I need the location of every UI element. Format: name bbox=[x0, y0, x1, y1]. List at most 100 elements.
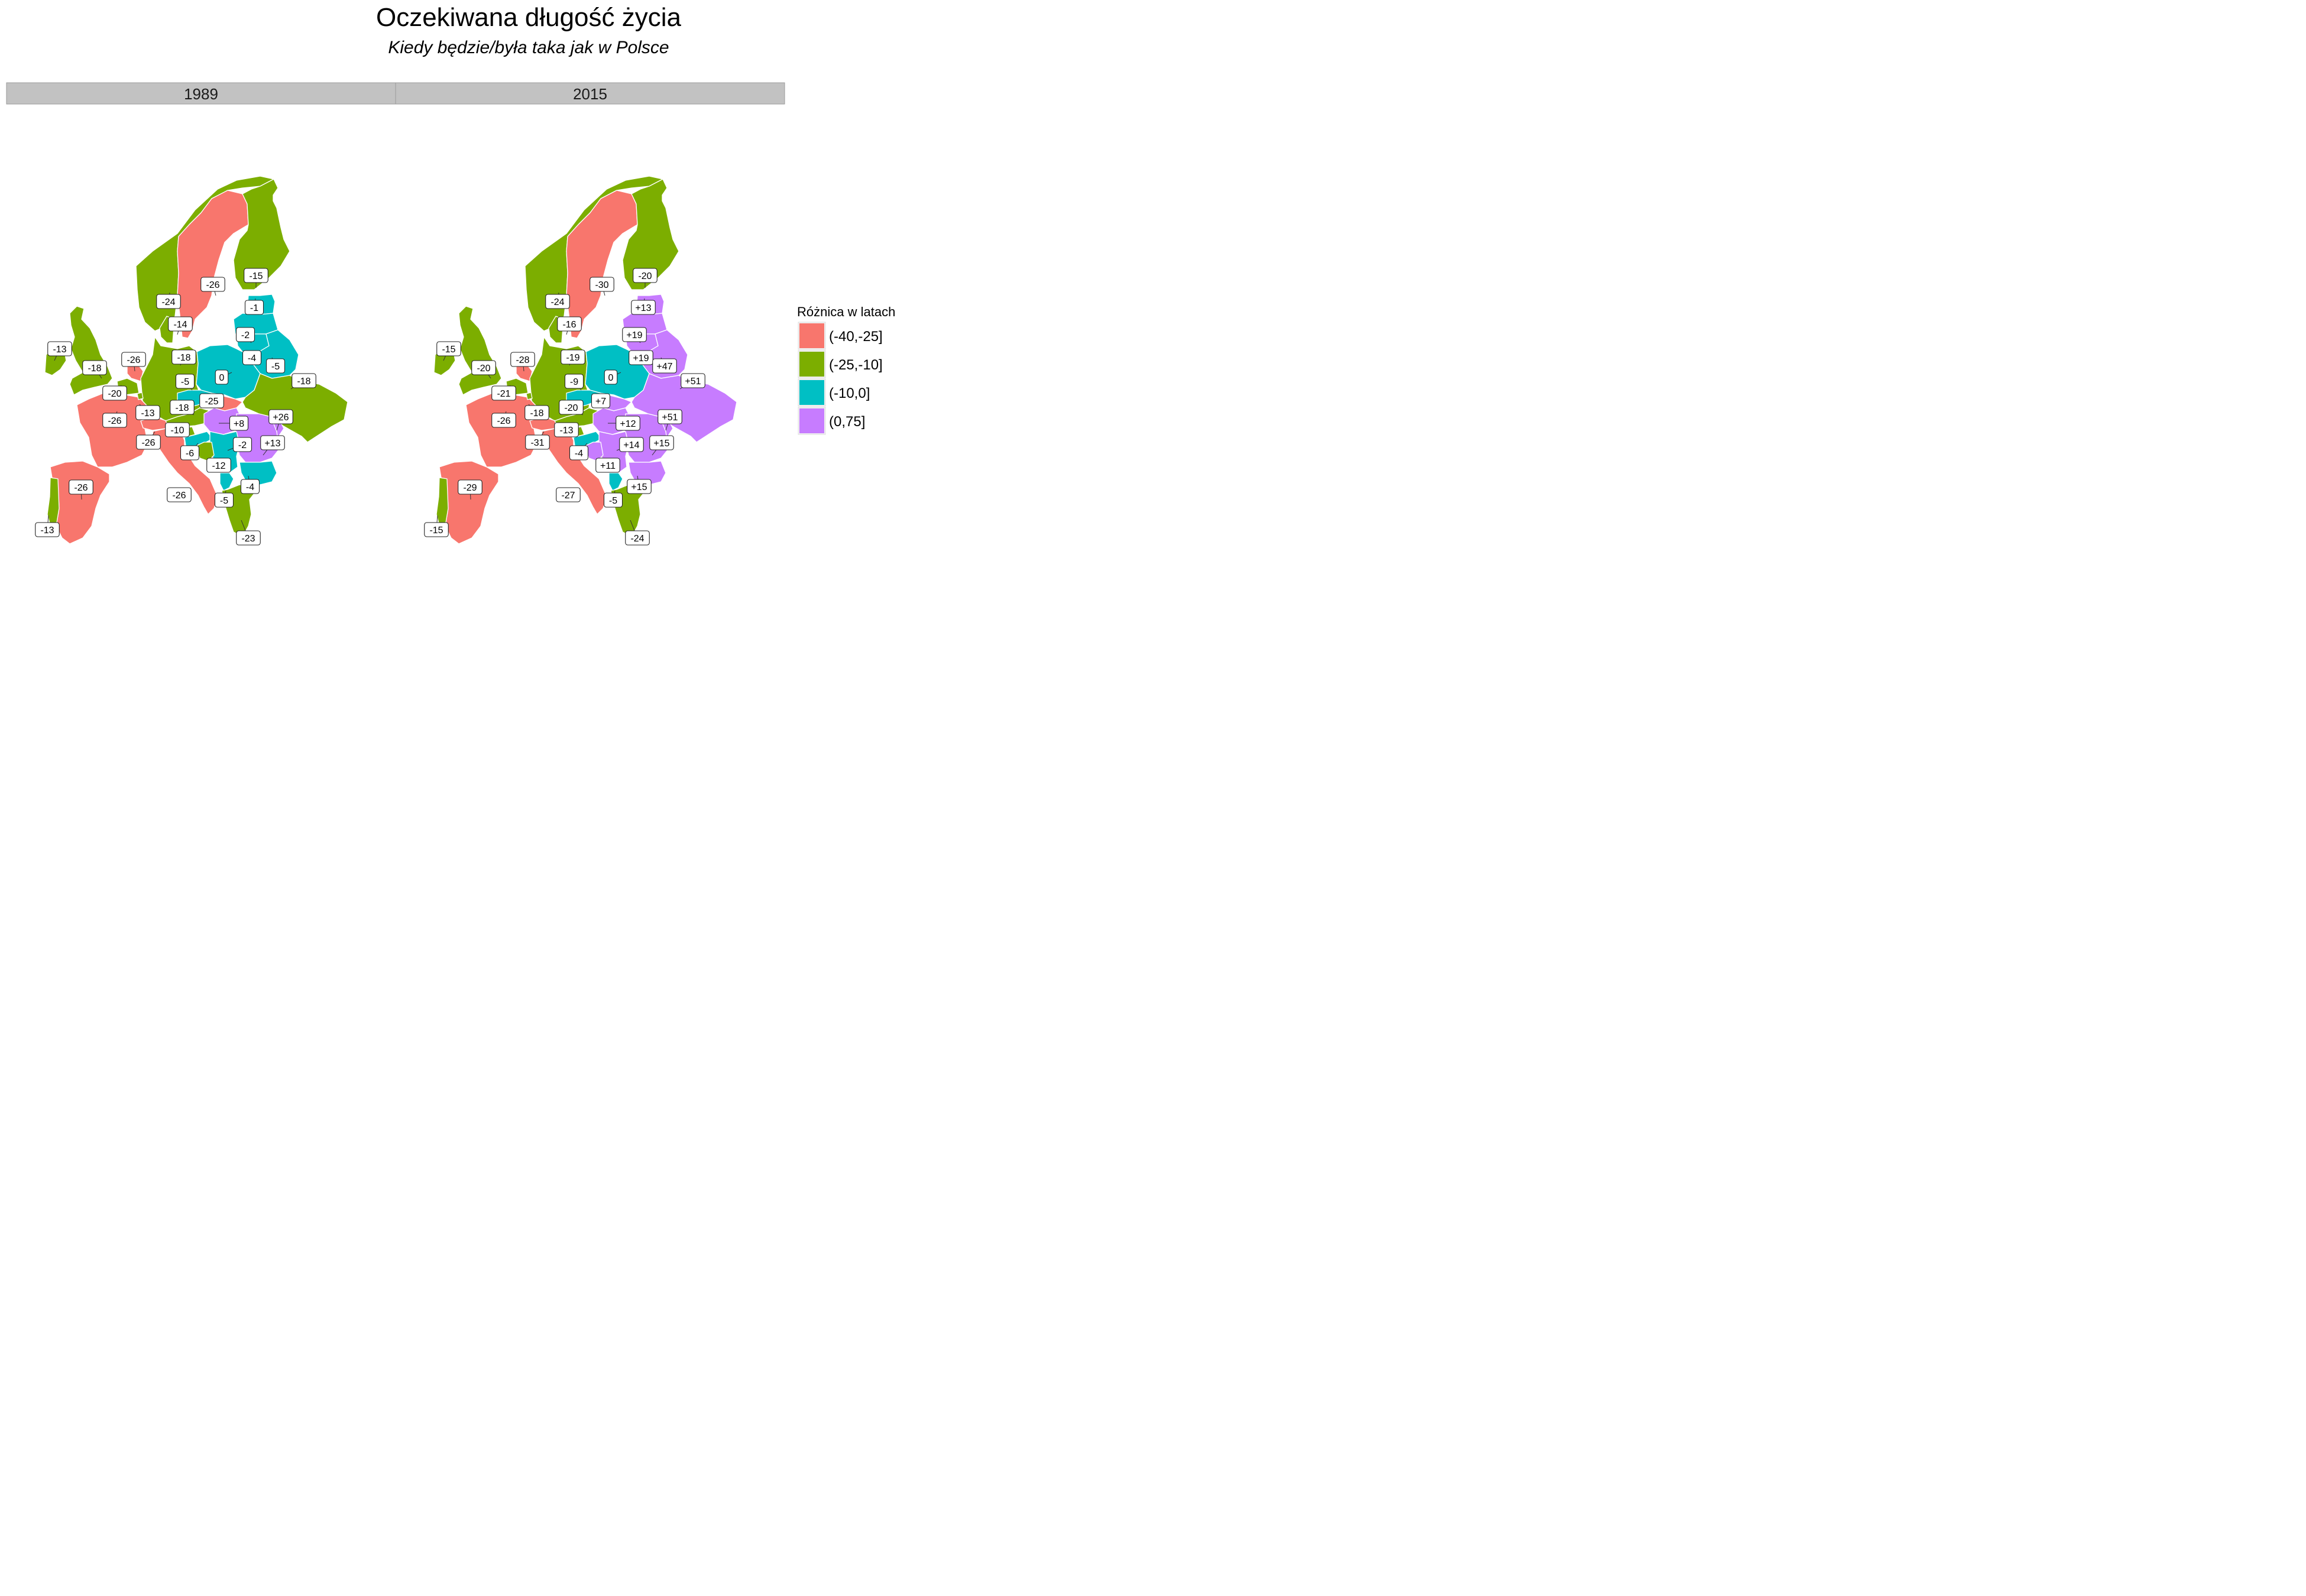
country-value-label-greece: -23 bbox=[241, 534, 255, 544]
country-value-label-slovakia: +7 bbox=[595, 397, 606, 407]
country-value-label-lithuania: +19 bbox=[633, 353, 649, 364]
label-box-belgium bbox=[491, 385, 516, 401]
label-box-denmark bbox=[557, 316, 582, 332]
legend-label: (-40,-25] bbox=[829, 329, 883, 345]
label-box-hungary bbox=[229, 416, 249, 431]
country-value-label-portugal: -13 bbox=[40, 525, 54, 536]
country-value-label-bulgaria: -4 bbox=[246, 482, 254, 492]
legend-title: Różnica w latach bbox=[797, 304, 895, 319]
country-portugal bbox=[47, 477, 60, 528]
country-value-label-estonia: +13 bbox=[635, 303, 651, 313]
label-box-italy bbox=[556, 487, 581, 502]
country-luxembourg bbox=[137, 392, 144, 400]
country-value-label-france: -26 bbox=[497, 416, 510, 426]
country-value-label-slovenia: -10 bbox=[170, 426, 184, 436]
legend-label: (-10,0] bbox=[829, 385, 870, 401]
country-value-label-luxembourg: -18 bbox=[530, 408, 543, 419]
country-value-label-luxembourg: -13 bbox=[141, 408, 154, 419]
country-value-label-uk: -18 bbox=[88, 364, 101, 374]
country-france bbox=[465, 390, 539, 468]
country-macedonia bbox=[608, 472, 623, 491]
country-value-label-denmark: -14 bbox=[173, 320, 187, 330]
country-value-label-hungary: +8 bbox=[234, 419, 244, 429]
legend-swatch bbox=[799, 352, 824, 377]
country-value-label-slovakia: -25 bbox=[205, 397, 218, 407]
country-value-label-netherlands: -26 bbox=[127, 355, 140, 365]
label-box-estonia bbox=[244, 300, 264, 315]
label-box-sweden bbox=[590, 277, 614, 292]
label-box-ukraine bbox=[681, 373, 705, 388]
legend-swatch bbox=[799, 380, 824, 405]
label-box-netherlands bbox=[121, 352, 146, 367]
country-value-label-france: -26 bbox=[108, 416, 121, 426]
country-value-label-switzerland: -31 bbox=[530, 438, 544, 448]
label-box-luxembourg bbox=[135, 405, 160, 420]
map-figure: Oczekiwana długość życia Kiedy będzie/by… bbox=[0, 0, 919, 638]
label-box-slovenia bbox=[554, 422, 579, 437]
legend-label: (0,75] bbox=[829, 414, 865, 430]
country-value-label-ireland: -15 bbox=[442, 345, 455, 355]
country-ukraine bbox=[242, 373, 348, 443]
label-box-austria bbox=[559, 400, 584, 415]
label-box-moldova bbox=[658, 409, 682, 424]
country-value-label-croatia: -4 bbox=[575, 449, 583, 459]
label-box-portugal bbox=[35, 522, 60, 537]
label-box-latvia bbox=[235, 327, 255, 342]
label-box-croatia bbox=[180, 445, 200, 460]
country-value-label-poland: 0 bbox=[608, 373, 614, 383]
country-value-label-lithuania: -4 bbox=[248, 353, 256, 364]
label-box-norway bbox=[545, 294, 570, 309]
label-box-uk bbox=[82, 360, 107, 375]
country-uk bbox=[69, 306, 113, 395]
country-value-label-bosnia: +11 bbox=[600, 461, 616, 471]
country-value-label-poland: 0 bbox=[219, 373, 225, 383]
country-sweden bbox=[566, 190, 638, 339]
country-value-label-belgium: -21 bbox=[497, 389, 510, 399]
label-box-macedonia bbox=[214, 492, 234, 508]
country-value-label-ukraine: -18 bbox=[297, 377, 310, 387]
country-bosnia bbox=[195, 442, 215, 462]
country-value-label-uk: -20 bbox=[477, 364, 490, 374]
label-box-estonia bbox=[631, 300, 656, 315]
country-value-label-denmark: -16 bbox=[562, 320, 576, 330]
legend-label: (-25,-10] bbox=[829, 357, 883, 373]
country-value-label-belarus: +47 bbox=[656, 362, 672, 372]
label-box-france bbox=[491, 413, 516, 428]
country-value-label-moldova: +26 bbox=[273, 413, 289, 423]
label-box-poland bbox=[215, 369, 229, 385]
label-box-denmark bbox=[168, 316, 193, 332]
country-value-label-austria: -20 bbox=[564, 403, 578, 413]
country-value-label-spain: -26 bbox=[74, 483, 88, 493]
country-value-label-macedonia: -5 bbox=[220, 496, 228, 506]
legend: Różnica w latach (-40,-25] (-25,-10] (-10,… bbox=[797, 304, 895, 435]
country-italy bbox=[541, 428, 607, 515]
country-value-label-germany: -19 bbox=[566, 353, 579, 363]
label-box-belarus bbox=[265, 358, 286, 374]
label-box-latvia bbox=[622, 327, 647, 342]
country-value-label-germany: -18 bbox=[177, 353, 190, 363]
facet-strip-1989: 1989 bbox=[6, 82, 396, 105]
country-value-label-belarus: -5 bbox=[271, 362, 280, 372]
country-value-label-czechia: -5 bbox=[181, 377, 189, 387]
country-value-label-estonia: -1 bbox=[250, 303, 258, 313]
figure-canvas: Oczekiwana długość życia Kiedy będzie/by… bbox=[6, 3, 895, 546]
country-ukraine bbox=[631, 373, 737, 443]
country-uk bbox=[458, 306, 502, 395]
label-box-czechia bbox=[175, 374, 195, 389]
country-value-label-moldova: +51 bbox=[662, 413, 678, 423]
label-box-portugal bbox=[424, 522, 449, 537]
label-box-croatia bbox=[569, 445, 589, 460]
label-box-finland bbox=[244, 268, 268, 283]
facet-label-1989: 1989 bbox=[184, 85, 218, 103]
legend-swatch bbox=[799, 323, 824, 348]
legend-swatch bbox=[799, 408, 824, 433]
country-value-label-sweden: -26 bbox=[206, 280, 219, 290]
label-box-belgium bbox=[102, 385, 127, 401]
map-panel-1989: -24 -26 -15 -1 -2 -4 -5 -14 -13 -18 -26 -20 -18 0 -18 -… bbox=[35, 176, 348, 546]
country-italy bbox=[152, 428, 218, 515]
country-layer bbox=[44, 176, 348, 544]
label-box-slovakia bbox=[591, 393, 611, 408]
label-box-bosnia bbox=[595, 458, 620, 473]
figure-subtitle: Kiedy będzie/była taka jak w Polsce bbox=[388, 38, 669, 57]
facet-label-2015: 2015 bbox=[573, 85, 607, 103]
